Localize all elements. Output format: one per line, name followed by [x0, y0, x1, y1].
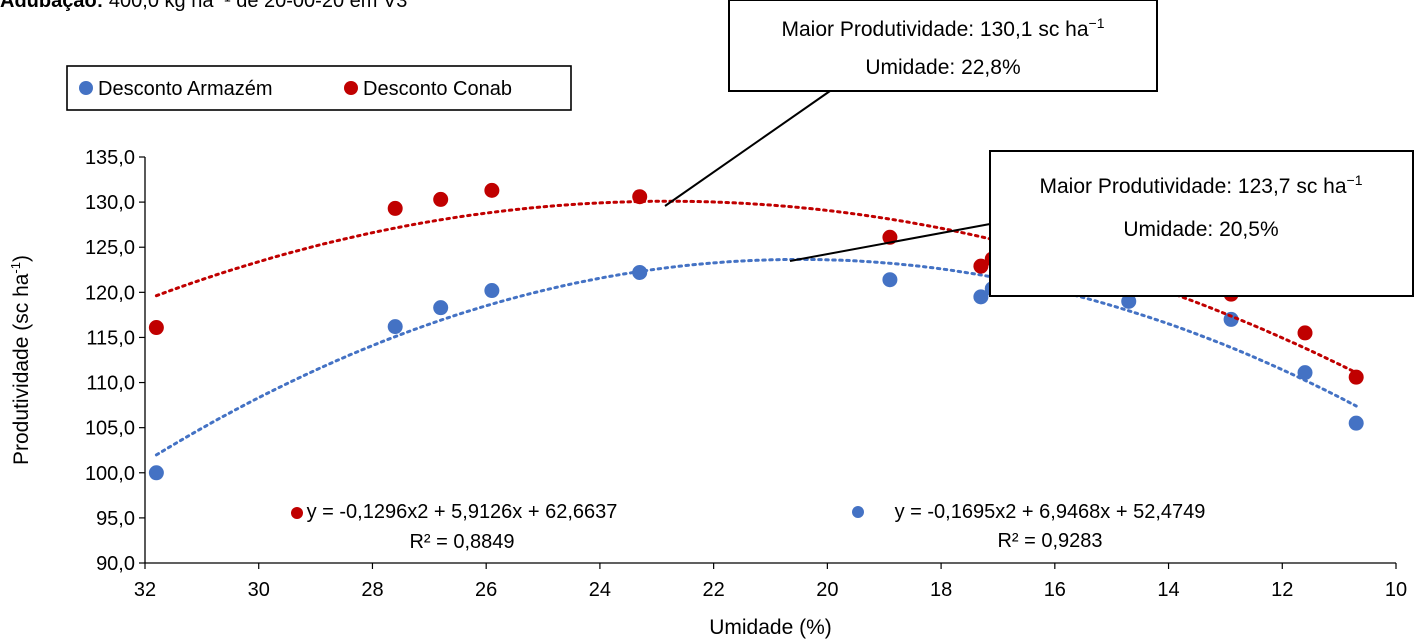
data-point-conab — [387, 200, 403, 216]
data-point-conab — [1297, 325, 1313, 341]
callout-max-yield: Maior Produtividade: 123,7 sc ha−1 — [1040, 172, 1363, 198]
data-point-conab — [433, 191, 449, 207]
x-tick-label: 24 — [589, 579, 611, 601]
callout-moisture: Umidade: 22,8% — [865, 56, 1020, 79]
y-axis-title-main: Produtividade (sc ha — [10, 273, 33, 465]
x-tick-label: 16 — [1044, 579, 1066, 601]
legend-box — [66, 65, 572, 111]
x-tick-label: 32 — [134, 579, 156, 601]
legend-marker — [344, 81, 358, 95]
data-point-conab — [148, 320, 164, 336]
trend-equation: y = -0,1695x2 + 6,9468x + 52,4749 — [895, 501, 1206, 523]
fertilization-text: 400,0 kg ha⁻¹ de 20-00-20 em V3 — [108, 0, 408, 12]
trend-r-squared: R² = 0,9283 — [997, 530, 1102, 552]
x-tick-label: 28 — [361, 579, 383, 601]
y-tick-label: 125,0 — [85, 237, 135, 259]
callout-max-yield-text: Maior Produtividade: 130,1 sc ha — [782, 18, 1089, 41]
x-tick-label: 18 — [930, 579, 952, 601]
trendline-armazem — [154, 257, 1358, 457]
callout-max-yield-sup: −1 — [1347, 172, 1363, 188]
y-axis-title-sup: -1 — [8, 262, 23, 274]
trend-equation: y = -0,1296x2 + 5,9126x + 62,6637 — [307, 501, 618, 523]
x-tick-label: 22 — [703, 579, 725, 601]
data-point-armazem — [973, 289, 989, 305]
x-axis-title: Umidade (%) — [709, 616, 832, 639]
data-point-armazem — [1297, 365, 1313, 381]
data-point-armazem — [1348, 415, 1364, 431]
data-point-armazem — [632, 264, 648, 280]
callout-max-yield: Maior Produtividade: 130,1 sc ha−1 — [782, 15, 1105, 41]
callout-max-yield-text: Maior Produtividade: 123,7 sc ha — [1040, 175, 1347, 198]
x-tick-label: 12 — [1271, 579, 1293, 601]
data-point-conab — [632, 189, 648, 205]
legend-label: Desconto Armazém — [98, 78, 273, 100]
y-tick-label: 95,0 — [96, 508, 135, 530]
equation-marker — [291, 507, 303, 519]
data-point-armazem — [433, 300, 449, 316]
y-tick-label: 120,0 — [85, 282, 135, 304]
x-tick-label: 26 — [475, 579, 497, 601]
y-tick-label: 105,0 — [85, 418, 135, 440]
data-point-armazem — [484, 283, 500, 299]
y-tick-label: 110,0 — [86, 373, 135, 395]
y-tick-label: 90,0 — [96, 553, 135, 575]
y-tick-label: 135,0 — [85, 147, 135, 169]
legend-label: Desconto Conab — [363, 78, 512, 100]
data-point-armazem — [148, 465, 164, 481]
callout-max-yield-sup: −1 — [1089, 15, 1105, 31]
data-point-armazem — [1121, 293, 1137, 309]
data-point-conab — [1348, 369, 1364, 385]
x-tick-label: 10 — [1385, 579, 1407, 601]
legend-marker — [79, 81, 93, 95]
fertilization-label: Adubação: — [0, 0, 104, 12]
y-tick-label: 130,0 — [85, 192, 135, 214]
callout-box — [989, 150, 1414, 297]
fertilization-note: Adubação: 400,0 kg ha⁻¹ de 20-00-20 em V… — [0, 0, 407, 13]
x-tick-label: 20 — [816, 579, 838, 601]
y-axis-title: Produtividade (sc ha-1) — [8, 255, 33, 465]
data-point-conab — [484, 182, 500, 198]
data-point-armazem — [1223, 311, 1239, 327]
callout-leader-line — [789, 223, 991, 262]
trend-r-squared: R² = 0,8849 — [409, 531, 514, 553]
callout-leader-line — [664, 90, 831, 207]
callout-moisture: Umidade: 20,5% — [1123, 218, 1278, 241]
x-tick-label: 14 — [1157, 579, 1179, 601]
equation-marker — [852, 506, 864, 518]
data-point-armazem — [387, 319, 403, 335]
y-tick-label: 100,0 — [85, 463, 135, 485]
x-tick-label: 30 — [248, 579, 270, 601]
data-point-conab — [973, 258, 989, 274]
y-axis-title-close: ) — [10, 255, 33, 262]
callout-box — [728, 0, 1158, 92]
y-tick-label: 115,0 — [86, 327, 135, 349]
data-point-armazem — [882, 272, 898, 288]
